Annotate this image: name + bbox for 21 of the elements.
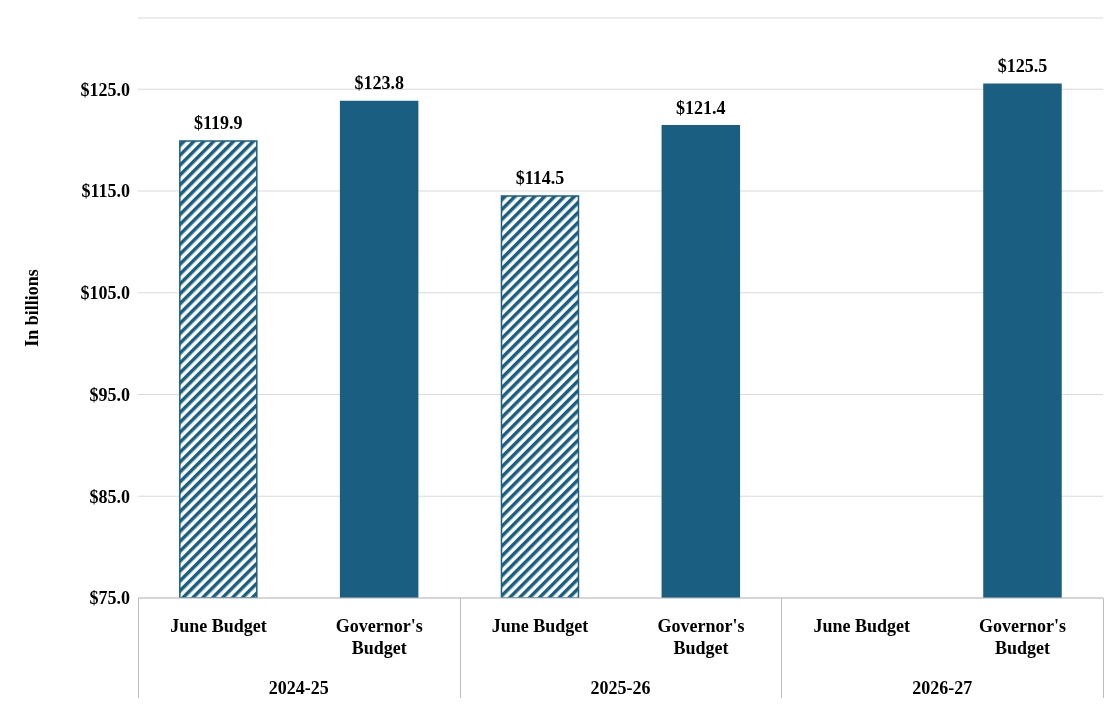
x-tick-label: June Budget (813, 616, 911, 636)
y-tick-label: $85.0 (89, 486, 130, 507)
x-tick-label: Governor's Budget (335, 616, 423, 658)
x-tick-label: Governor's Budget (979, 616, 1067, 658)
y-tick-label: $95.0 (89, 384, 130, 405)
y-tick-label: $115.0 (81, 181, 130, 202)
x-tick-label: Governor's Budget (657, 616, 745, 658)
x-tick-label: June Budget (491, 616, 589, 636)
text: 2024-25 (267, 678, 330, 699)
text: 2026-27 (911, 678, 974, 699)
data-label: $121.4 (676, 97, 726, 118)
y-tick-label: $105.0 (80, 283, 130, 304)
data-label: $123.8 (354, 73, 404, 94)
y-tick-label: $125.0 (80, 79, 130, 100)
text: 2025-26 (589, 678, 652, 699)
y-tick-label: $75.0 (89, 588, 130, 609)
y-axis-title: In billions (22, 269, 43, 347)
x-tick-label: June Budget (170, 616, 267, 636)
data-label: $125.5 (997, 56, 1048, 77)
data-label: $114.5 (515, 168, 565, 189)
data-label: $119.9 (194, 113, 243, 134)
